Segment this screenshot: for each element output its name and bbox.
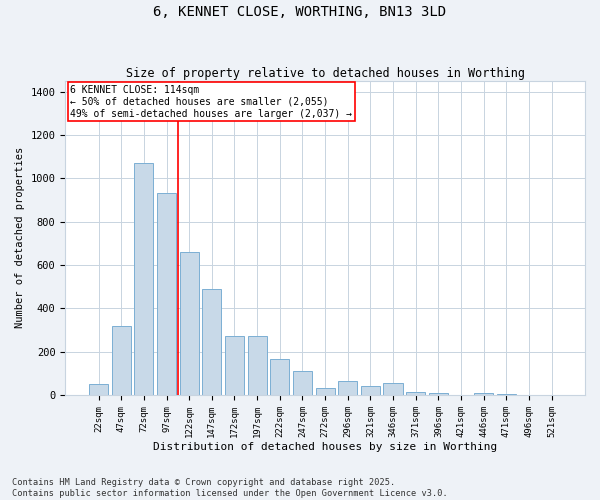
Text: 6 KENNET CLOSE: 114sqm
← 50% of detached houses are smaller (2,055)
49% of semi-: 6 KENNET CLOSE: 114sqm ← 50% of detached…	[70, 86, 352, 118]
Bar	[134, 163, 154, 395]
Bar	[270, 359, 289, 395]
Bar	[89, 384, 108, 395]
Bar	[406, 392, 425, 395]
Text: 6, KENNET CLOSE, WORTHING, BN13 3LD: 6, KENNET CLOSE, WORTHING, BN13 3LD	[154, 5, 446, 19]
Bar	[112, 326, 131, 395]
Title: Size of property relative to detached houses in Worthing: Size of property relative to detached ho…	[125, 66, 524, 80]
Bar	[157, 194, 176, 395]
Bar	[474, 393, 493, 395]
Bar	[179, 252, 199, 395]
Text: Contains HM Land Registry data © Crown copyright and database right 2025.
Contai: Contains HM Land Registry data © Crown c…	[12, 478, 448, 498]
Bar	[497, 394, 516, 395]
Bar	[316, 388, 335, 395]
Bar	[225, 336, 244, 395]
Bar	[338, 381, 358, 395]
Bar	[383, 383, 403, 395]
Bar	[361, 386, 380, 395]
Bar	[202, 289, 221, 395]
Bar	[293, 371, 312, 395]
Bar	[248, 336, 267, 395]
Y-axis label: Number of detached properties: Number of detached properties	[15, 147, 25, 328]
Bar	[429, 393, 448, 395]
X-axis label: Distribution of detached houses by size in Worthing: Distribution of detached houses by size …	[153, 442, 497, 452]
